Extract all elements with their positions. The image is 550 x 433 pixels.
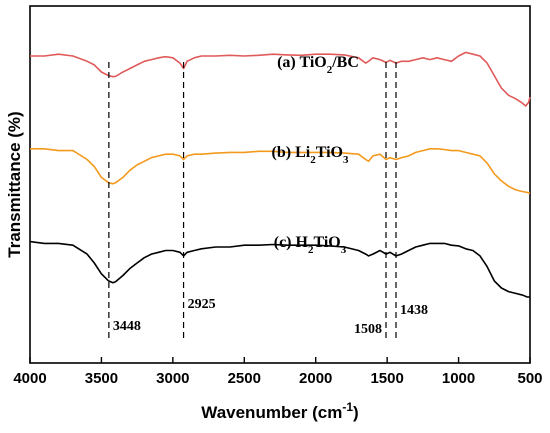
x-tick-label-2000: 2000 bbox=[299, 370, 332, 387]
series-line-1 bbox=[30, 148, 531, 195]
peak-label-1438: 1438 bbox=[400, 303, 428, 318]
series-label-1: (b) Li2TiO3 bbox=[272, 144, 349, 166]
x-tick-label-3000: 3000 bbox=[156, 370, 189, 387]
x-tick-label-4000: 4000 bbox=[13, 370, 46, 387]
series-line-0 bbox=[30, 51, 531, 107]
x-tick-label-2500: 2500 bbox=[228, 370, 261, 387]
x-tick-label-3500: 3500 bbox=[85, 370, 118, 387]
x-axis-label: Wavenumber (cm-1) bbox=[201, 400, 358, 422]
x-tick-label-500: 500 bbox=[517, 370, 542, 387]
peak-label-2925: 2925 bbox=[188, 297, 216, 312]
y-axis-label: Transmittance (%) bbox=[5, 111, 24, 257]
series-label-0: (a) TiO2/BC bbox=[277, 54, 359, 76]
plot-frame bbox=[29, 5, 531, 364]
peak-label-1508: 1508 bbox=[354, 322, 382, 337]
series-label-2: (c) H2TiO3 bbox=[274, 234, 347, 256]
x-tick-label-1000: 1000 bbox=[442, 370, 475, 387]
series-line-2 bbox=[29, 240, 530, 298]
x-tick-label-1500: 1500 bbox=[370, 370, 403, 387]
peak-label-3448: 3448 bbox=[113, 319, 141, 334]
